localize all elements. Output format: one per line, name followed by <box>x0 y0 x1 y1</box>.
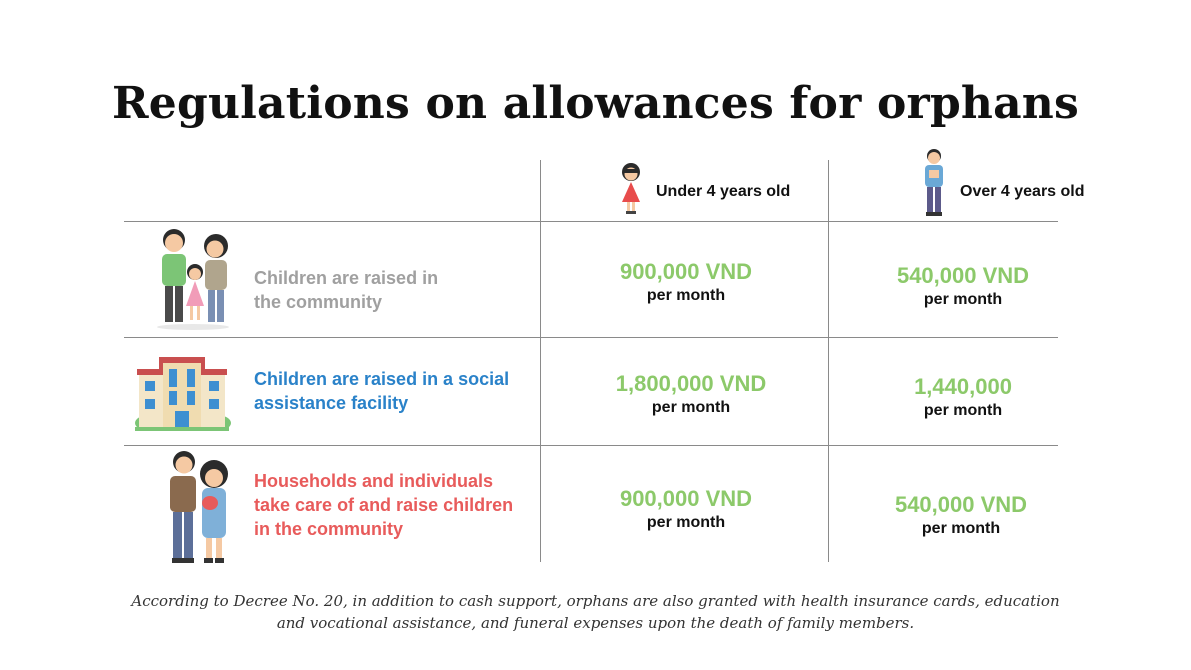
footnote: According to Decree No. 20, in addition … <box>60 590 1131 634</box>
amount: 540,000 VND <box>896 263 1030 288</box>
period: per month <box>646 514 726 531</box>
amount: 1,800,000 VND <box>615 371 767 396</box>
amount: 900,000 VND <box>619 486 753 511</box>
page-title: Regulations on allowances for orphans <box>112 78 1079 129</box>
period: per month <box>923 402 1003 419</box>
column-header-over-4: Over 4 years old <box>960 183 1085 200</box>
family-icon <box>150 224 236 335</box>
column-header-under-4: Under 4 years old <box>656 183 791 200</box>
divider <box>540 160 541 562</box>
divider <box>828 160 829 562</box>
cell-households-under-4: 900,000 VND per month <box>543 486 829 534</box>
divider <box>124 221 1058 222</box>
period: per month <box>651 399 731 416</box>
building-icon <box>133 355 231 436</box>
footnote-line: and vocational assistance, and funeral e… <box>276 614 915 632</box>
divider <box>124 445 1058 446</box>
cell-facility-under-4: 1,800,000 VND per month <box>548 371 834 419</box>
cell-community-under-4: 900,000 VND per month <box>543 259 829 307</box>
boy-icon <box>920 148 948 225</box>
amount: 900,000 VND <box>619 259 753 284</box>
row-label-community: Children are raised in the community <box>254 268 439 312</box>
period: per month <box>921 520 1001 537</box>
period: per month <box>646 287 726 304</box>
girl-icon <box>616 162 646 221</box>
amount: 540,000 VND <box>894 492 1028 517</box>
cell-facility-over-4: 1,440,000 per month <box>820 374 1106 422</box>
cell-households-over-4: 540,000 VND per month <box>818 492 1104 540</box>
period: per month <box>923 291 1003 308</box>
divider <box>124 337 1058 338</box>
amount: 1,440,000 <box>914 374 1012 399</box>
couple-with-baby-icon <box>160 448 236 573</box>
row-label-social-facility: Children are raised in a social assistan… <box>254 369 510 413</box>
row-label-households: Households and individuals take care of … <box>254 471 514 539</box>
footnote-line: According to Decree No. 20, in addition … <box>131 592 1060 610</box>
cell-community-over-4: 540,000 VND per month <box>820 263 1106 311</box>
